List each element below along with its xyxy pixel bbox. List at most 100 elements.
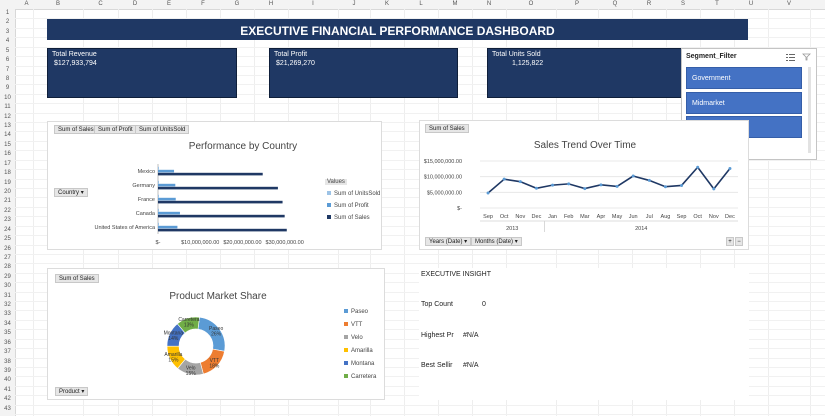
column-header-cell[interactable]: U xyxy=(748,1,754,7)
clear-filter-icon[interactable] xyxy=(802,53,812,61)
row-header-cell[interactable]: 6 xyxy=(5,57,10,64)
y-tick-label: $15,000,000.00 xyxy=(424,159,462,165)
slicer-item-government[interactable]: Government xyxy=(686,67,802,89)
x-tick-label: $20,000,000.00 xyxy=(223,240,261,246)
row-header-cell[interactable]: 4 xyxy=(5,38,10,45)
column-header-cell[interactable]: E xyxy=(166,1,171,7)
row-header-cell[interactable]: 42 xyxy=(4,396,11,403)
row-header-cell[interactable]: 29 xyxy=(4,273,11,280)
row-header-cell[interactable]: 22 xyxy=(4,207,11,214)
row-header-cell[interactable]: 5 xyxy=(5,47,10,54)
row-header-cell[interactable]: 2 xyxy=(5,19,10,26)
row-header-cell[interactable]: 33 xyxy=(4,311,11,318)
column-header-cell[interactable]: S xyxy=(680,1,685,7)
row-header-cell[interactable]: 37 xyxy=(4,349,11,356)
row-header-cell[interactable]: 17 xyxy=(4,160,11,167)
data-point xyxy=(631,174,635,178)
row-header-cell[interactable]: 31 xyxy=(4,292,11,299)
row-header-cell[interactable]: 1 xyxy=(5,10,10,16)
column-header-cell[interactable]: R xyxy=(646,1,652,7)
field-button-sum-of-sales[interactable]: Sum of Sales xyxy=(55,274,99,283)
collapse-field-icon[interactable]: − xyxy=(735,237,743,246)
column-header-cell[interactable]: I xyxy=(312,1,314,7)
column-header-cell[interactable]: V xyxy=(786,1,791,7)
bar xyxy=(158,228,287,232)
row-header-cell[interactable]: 21 xyxy=(4,198,11,205)
column-header-cell[interactable]: P xyxy=(574,1,579,7)
row-header-cell[interactable]: 36 xyxy=(4,339,11,346)
row-header-cell[interactable]: 3 xyxy=(5,28,10,35)
row-header-cell[interactable]: 38 xyxy=(4,358,11,365)
x-tick-label: $30,000,000.00 xyxy=(266,240,304,246)
legend-label: Paseo xyxy=(351,309,369,315)
y-tick-label: $10,000,000.00 xyxy=(424,175,462,181)
legend-item: Sum of Sales xyxy=(327,215,370,221)
x-tick-label: Oct xyxy=(693,214,702,220)
months-filter-button[interactable]: Months (Date) ▾ xyxy=(471,237,522,246)
row-header-cell[interactable]: 24 xyxy=(4,226,11,233)
bar xyxy=(158,172,263,176)
column-header-cell[interactable]: F xyxy=(201,1,205,7)
row-header-cell[interactable]: 7 xyxy=(5,66,10,73)
row-header-cell[interactable]: 9 xyxy=(5,85,10,92)
row-header-cell[interactable]: 41 xyxy=(4,386,11,393)
row-header-cell[interactable]: 11 xyxy=(4,104,11,111)
slicer-scrollbar[interactable] xyxy=(808,67,811,153)
x-tick-label: Sep xyxy=(677,214,687,220)
expand-field-icon[interactable]: + xyxy=(726,237,734,246)
row-header-cell[interactable]: 35 xyxy=(4,330,11,337)
kpi-label: Total Profit xyxy=(274,51,308,58)
field-button-sum-of-sales[interactable]: Sum of Sales xyxy=(425,124,469,133)
row-header-cell[interactable]: 15 xyxy=(4,141,11,148)
gridline xyxy=(404,9,405,416)
row-header-cell[interactable]: 23 xyxy=(4,217,11,224)
column-header-cell[interactable]: L xyxy=(419,1,423,7)
row-header-cell[interactable]: 25 xyxy=(4,236,11,243)
column-header-cell[interactable]: C xyxy=(98,1,103,7)
row-header-cell[interactable]: 43 xyxy=(4,405,11,412)
row-header-cell[interactable]: 26 xyxy=(4,245,11,252)
row-header-cell[interactable]: 30 xyxy=(4,283,11,290)
column-header-cell[interactable]: N xyxy=(486,1,492,7)
column-header-cell[interactable]: G xyxy=(234,1,240,7)
column-header-cell[interactable]: K xyxy=(384,1,389,7)
row-header-cell[interactable]: 10 xyxy=(4,94,11,101)
slicer-item-midmarket[interactable]: Midmarket xyxy=(686,92,802,114)
gridline xyxy=(15,112,825,114)
bar xyxy=(158,183,176,187)
multi-select-icon[interactable] xyxy=(786,53,796,61)
column-header-cell[interactable]: A xyxy=(24,1,29,7)
years-filter-button[interactable]: Years (Date) ▾ xyxy=(425,237,472,246)
row-header-cell[interactable]: 16 xyxy=(4,151,11,158)
column-header-cell[interactable]: J xyxy=(352,1,356,7)
legend-label: Montana xyxy=(351,361,375,367)
product-axis-button[interactable]: Product ▾ xyxy=(55,387,89,396)
row-header-cell[interactable]: 12 xyxy=(4,113,11,120)
column-header-cell[interactable]: H xyxy=(268,1,274,7)
segment-slicer[interactable]: Segment_Filter Government Midmarket xyxy=(681,48,817,160)
column-header-cell[interactable]: D xyxy=(132,1,138,7)
y-tick-label: $5,000,000.00 xyxy=(427,190,462,196)
category-label: Mexico xyxy=(138,169,155,175)
row-header-cell[interactable]: 39 xyxy=(4,367,11,374)
column-header-cell[interactable]: B xyxy=(55,1,60,7)
field-button-sum-of-unitssold[interactable]: Sum of UnitsSold xyxy=(135,125,190,134)
column-header-cell[interactable]: Q xyxy=(612,1,618,7)
kpi-total-units-sold: Total Units Sold 1,125,822 xyxy=(487,48,683,98)
row-header-cell[interactable]: 8 xyxy=(5,75,10,82)
row-header-cell[interactable]: 28 xyxy=(4,264,11,271)
row-header-cell[interactable]: 27 xyxy=(4,254,11,261)
bar xyxy=(158,208,159,212)
row-header-cell[interactable]: 20 xyxy=(4,188,11,195)
row-header-cell[interactable]: 14 xyxy=(4,132,11,139)
row-header-cell[interactable]: 13 xyxy=(4,123,11,130)
row-header-cell[interactable]: 32 xyxy=(4,302,11,309)
row-header-cell[interactable]: 34 xyxy=(4,320,11,327)
column-header-cell[interactable]: O xyxy=(528,1,534,7)
row-header-cell[interactable]: 18 xyxy=(4,170,11,177)
country-axis-button[interactable]: Country ▾ xyxy=(54,188,88,197)
column-header-cell[interactable]: T xyxy=(715,1,719,7)
column-header-cell[interactable]: M xyxy=(452,1,458,7)
row-header-cell[interactable]: 40 xyxy=(4,377,11,384)
row-header-cell[interactable]: 19 xyxy=(4,179,11,186)
